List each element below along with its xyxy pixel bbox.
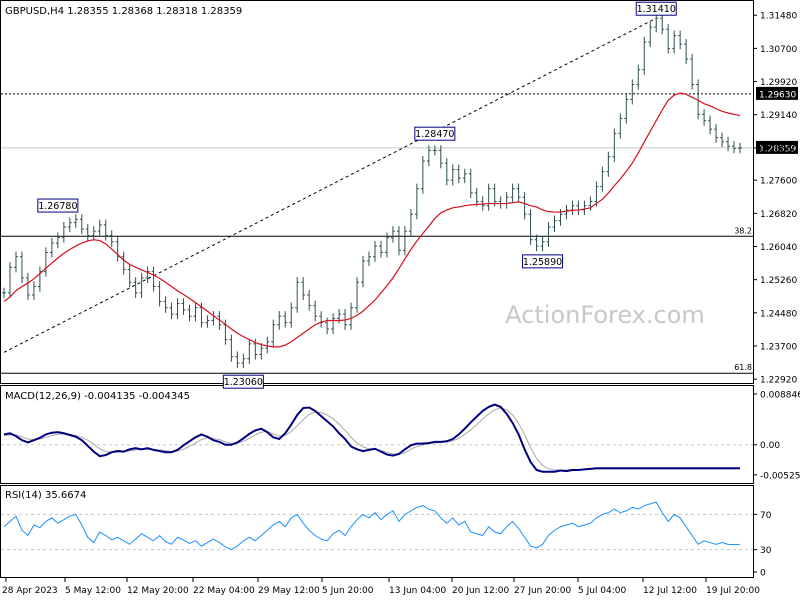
- x-tick-label: 12 Jul 12:00: [643, 586, 697, 596]
- price-y-tick-label: 1.30700: [760, 45, 797, 55]
- price-y-tick-label: 1.26040: [760, 243, 797, 253]
- price-y-tick-label: 1.22920: [760, 376, 797, 386]
- macd-y-tick-label: 0.00: [760, 441, 780, 451]
- price-y-tick-label: 1.29140: [760, 111, 797, 121]
- rsi-panel-frame: [0, 485, 754, 578]
- price-y-tick-label: 1.28360: [760, 144, 797, 154]
- resistance-level-label: 1.29630: [759, 90, 796, 100]
- macd-y-tick-label: 0.008846: [760, 391, 800, 401]
- price-y-tick-label: 1.27600: [760, 177, 797, 187]
- price-label: 1.28470: [415, 129, 454, 140]
- x-tick-label: 13 Jun 04:00: [389, 586, 446, 596]
- price-y-tick-label: 1.23700: [760, 342, 797, 352]
- price-y-tick-label: 1.26820: [760, 210, 797, 220]
- price-label: 1.26780: [38, 201, 77, 212]
- x-axis: 28 Apr 2023 5 May 12:00 12 May 20:00 22 May…: [2, 578, 760, 596]
- x-tick-label: 5 May 12:00: [65, 586, 121, 596]
- price-levels: 1.29630 1.28359 38.2 61.8: [1, 86, 798, 374]
- x-tick-label: 28 Apr 2023: [2, 586, 58, 596]
- price-label-box: [635, 1, 677, 16]
- price-label-box: [222, 374, 264, 389]
- rsi-line: [3, 501, 741, 551]
- price-y-tick-label: 1.29920: [760, 78, 797, 88]
- price-label: 1.31410: [637, 4, 676, 15]
- fibonacci-level-label: 38.2: [734, 226, 752, 235]
- price-chart-title: GBPUSD,H4 1.28355 1.28368 1.28318 1.2835…: [5, 6, 242, 17]
- price-annotations: 1.26780 1.23060 1.28470 1.25890 1.31410: [37, 1, 677, 389]
- x-tick-label: 29 May 12:00: [258, 586, 320, 596]
- macd-line: [3, 403, 740, 473]
- rsi-y-tick-label: 30: [760, 546, 772, 556]
- x-tick-label: 19 Jul 20:00: [706, 586, 760, 596]
- macd-panel: 0.008846 0.00 -0.005252: [1, 391, 800, 481]
- macd-y-tick-label: -0.005252: [760, 471, 800, 481]
- x-tick-label: 27 Jun 20:00: [514, 586, 571, 596]
- price-label-box: [522, 254, 564, 269]
- x-tick-label: 12 May 20:00: [127, 586, 189, 596]
- x-tick-label: 5 Jul 04:00: [578, 586, 627, 596]
- macd-title: MACD(12,26,9) -0.004135 -0.004345: [5, 391, 190, 402]
- rsi-y-tick-label: 70: [760, 511, 772, 521]
- x-tick-label: 22 May 04:00: [193, 586, 255, 596]
- price-y-tick-label: 1.31480: [760, 12, 797, 22]
- x-tick-label: 20 Jun 12:00: [452, 586, 509, 596]
- price-label: 1.25890: [523, 257, 562, 268]
- price-series: [2, 13, 742, 369]
- price-panel-frame: [0, 0, 754, 384]
- price-label-box: [37, 198, 79, 213]
- current-price-label: 1.28359: [759, 144, 796, 154]
- rsi-panel: 70 30 0: [1, 501, 772, 579]
- moving-average-line: [3, 92, 741, 348]
- rsi-title: RSI(14) 35.6674: [5, 490, 86, 501]
- x-tick-label: 5 Jun 20:00: [322, 586, 374, 596]
- trend-line: [3, 17, 657, 353]
- macd-panel-frame: [0, 385, 754, 484]
- watermark: ActionForex.com: [505, 301, 705, 329]
- price-y-tick-label: 1.25260: [760, 276, 797, 286]
- price-label-box: [414, 126, 456, 141]
- resistance-level-tag: [756, 86, 798, 100]
- price-label: 1.23060: [224, 377, 263, 388]
- price-y-tick-label: 1.24480: [760, 309, 797, 319]
- fibonacci-level-label: 61.8: [734, 363, 752, 372]
- rsi-y-tick-label: 0: [760, 569, 766, 579]
- price-y-axis: 1.31480 1.30700 1.29920 1.29140 1.28360 1.276…: [753, 12, 797, 386]
- current-price-tag: [756, 140, 798, 154]
